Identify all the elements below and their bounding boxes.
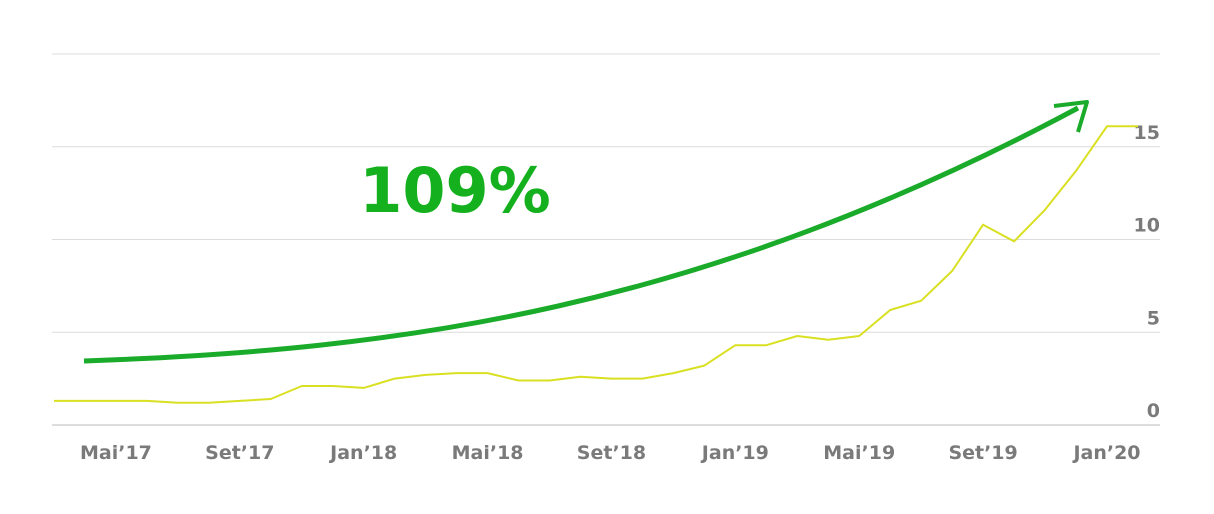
- x-tick-label: Jan’20: [1071, 442, 1140, 464]
- y-tick-label: 10: [1134, 215, 1160, 237]
- arrow-head: [1053, 100, 1089, 133]
- x-tick-label: Set’17: [205, 442, 274, 464]
- x-tick-label: Mai’19: [823, 442, 895, 464]
- x-tick-label: Set’19: [948, 442, 1017, 464]
- x-tick-label: Set’18: [577, 442, 646, 464]
- y-tick-label: 15: [1134, 122, 1160, 144]
- x-tick-label: Mai’17: [80, 442, 152, 464]
- x-tick-label: Jan’19: [700, 442, 769, 464]
- price-line: [54, 125, 1138, 404]
- growth-annotation: 109%: [359, 154, 551, 227]
- y-tick-label: 0: [1147, 400, 1160, 422]
- x-tick-label: Mai’18: [452, 442, 524, 464]
- y-tick-label: 5: [1147, 307, 1160, 329]
- trend-arrow: [83, 105, 1080, 364]
- x-tick-label: Jan’18: [328, 442, 397, 464]
